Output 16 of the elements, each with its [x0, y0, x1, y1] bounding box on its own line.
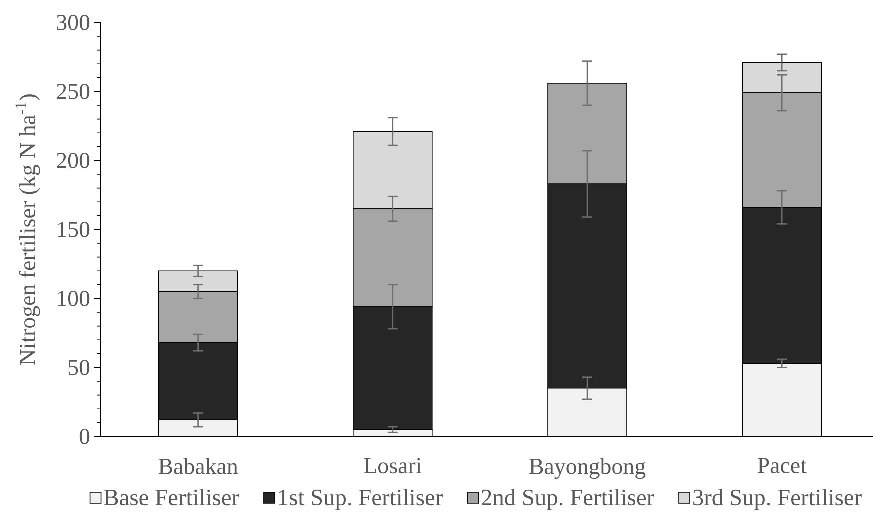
- x-tick-label: Babakan: [158, 458, 238, 474]
- y-axis-title: Nitrogen fertiliser (kg N ha$^{-1}$): [16, 94, 40, 366]
- legend-label: Base Fertiliser: [104, 489, 240, 506]
- y-tick-label: 150: [58, 222, 90, 238]
- legend-label: 1st Sup. Fertiliser: [279, 489, 443, 510]
- y-tick-label: 250: [57, 84, 90, 100]
- y-tick-label: 100: [58, 290, 90, 306]
- y-tick-label: 300: [57, 14, 90, 30]
- y-tick-label: 50: [68, 360, 90, 376]
- legend-label: 2nd Sup. Fertiliser: [482, 489, 654, 510]
- x-tick-label: Bayongbong: [530, 458, 646, 480]
- x-tick-label: Pacet: [758, 458, 807, 474]
- legend-label: 3rd Sup. Fertiliser: [694, 489, 862, 510]
- y-tick-label: 0: [80, 428, 90, 444]
- x-tick-label: Losari: [364, 458, 422, 474]
- y-tick-label: 200: [57, 152, 90, 168]
